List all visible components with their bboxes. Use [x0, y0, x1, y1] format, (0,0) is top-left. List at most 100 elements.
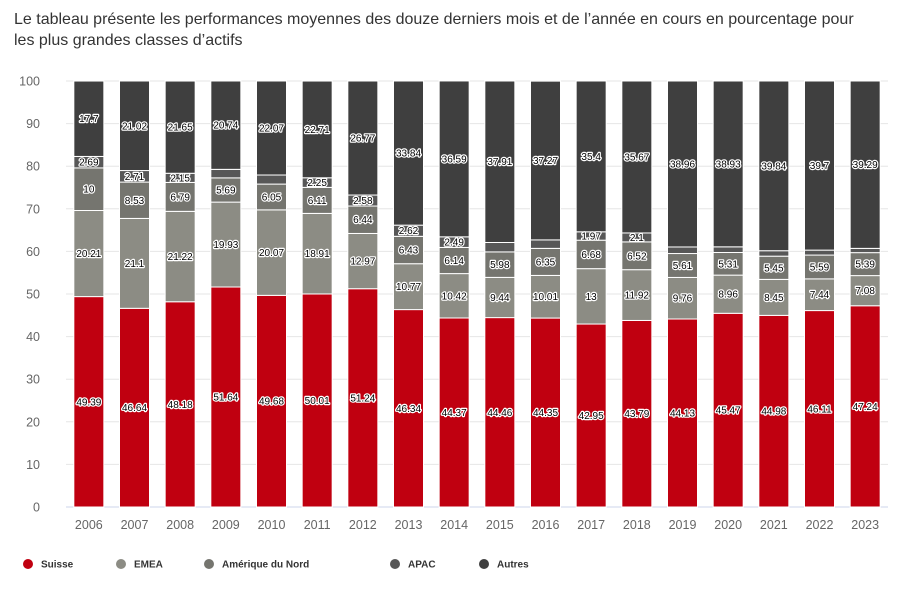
data-label: 2.58 [353, 196, 373, 207]
x-tick-label: 2009 [212, 518, 240, 532]
data-label: 38.96 [670, 159, 695, 170]
bar-segment [758, 278, 790, 316]
bar-segment [484, 241, 516, 253]
x-tick-label: 2016 [532, 518, 560, 532]
bar-segment [438, 273, 470, 319]
data-label: 20.74 [213, 121, 238, 132]
bar-segment [667, 246, 698, 255]
data-label: 20.07 [259, 248, 284, 259]
bar-segment [256, 80, 287, 176]
bar-segment [119, 307, 150, 508]
data-label: 46.64 [122, 403, 147, 414]
legend-label: Suisse [41, 560, 74, 571]
bar-segment [256, 174, 287, 185]
x-tick-label: 2020 [714, 518, 742, 532]
x-tick-label: 2019 [669, 518, 697, 532]
data-label: 48.18 [168, 400, 193, 411]
bar-segment [530, 274, 561, 319]
x-tick-label: 2011 [304, 518, 331, 532]
bar-segment [712, 80, 744, 248]
data-label: 1.97 [581, 232, 601, 243]
bar-segment [484, 251, 516, 278]
bar-segment [393, 263, 424, 311]
data-label: 22.71 [305, 125, 330, 136]
bar-segment [575, 80, 607, 233]
data-label: 7.44 [810, 290, 830, 301]
data-label: 5.45 [764, 263, 784, 274]
bar-segment [301, 80, 333, 179]
data-label: 42.95 [579, 411, 604, 422]
data-label: 21.65 [168, 123, 193, 134]
data-label: 26.77 [350, 134, 375, 145]
bar-segment [712, 312, 744, 508]
legend-label: EMEA [134, 560, 163, 571]
data-label: 6.79 [170, 192, 190, 203]
bar-segment [575, 268, 607, 325]
bar-segment [530, 239, 561, 249]
bar-segment [256, 183, 287, 211]
x-tick-label: 2010 [258, 518, 286, 532]
data-label: 10.77 [396, 282, 421, 293]
data-label: 5.61 [673, 261, 693, 272]
data-label: 35.4 [581, 152, 601, 163]
data-label: 2.62 [399, 226, 419, 237]
legend-label: Autres [497, 560, 529, 571]
legend-marker [479, 559, 489, 569]
data-label: 6.05 [262, 192, 282, 203]
data-label: 6.35 [536, 257, 556, 268]
bar-segment [712, 274, 744, 314]
data-label: 51.64 [213, 393, 238, 404]
bar-segment [438, 317, 470, 508]
data-label: 2.69 [79, 158, 99, 169]
data-label: 50.01 [305, 396, 330, 407]
data-label: 2.25 [307, 178, 327, 189]
x-tick-label: 2021 [760, 518, 788, 532]
legend-marker [390, 559, 400, 569]
data-label: 21.22 [168, 252, 193, 263]
data-label: 2.49 [444, 238, 464, 249]
bar-segment [530, 80, 561, 241]
bar-segment [119, 80, 150, 172]
y-tick-label: 100 [19, 75, 40, 89]
data-label: 6.14 [444, 256, 464, 267]
bar-segment [804, 80, 835, 251]
data-label: 6.68 [581, 250, 601, 261]
data-label: 21.1 [125, 259, 145, 270]
y-tick-label: 80 [26, 160, 40, 174]
data-label: 5.69 [216, 185, 236, 196]
data-label: 11.92 [625, 291, 650, 302]
x-tick-label: 2012 [349, 518, 377, 532]
data-label: 49.68 [259, 397, 284, 408]
x-tick-label: 2007 [121, 518, 149, 532]
bar-segment [73, 80, 105, 157]
data-label: 8.45 [764, 293, 784, 304]
data-label: 46.11 [807, 404, 832, 415]
data-label: 5.59 [810, 262, 830, 273]
bar-segment [210, 177, 242, 203]
data-label: 21.02 [122, 121, 147, 132]
bar-segment [712, 246, 744, 254]
bar-segment [347, 288, 379, 508]
data-label: 51.24 [350, 393, 375, 404]
data-label: 6.44 [353, 215, 373, 226]
data-label: 37.91 [487, 157, 512, 168]
bar-segment [484, 80, 516, 243]
data-label: 5.98 [490, 260, 510, 271]
data-label: 37.27 [533, 156, 558, 167]
data-label: 8.96 [718, 290, 738, 301]
bar-segment [530, 317, 561, 508]
y-tick-label: 90 [26, 117, 40, 131]
bar-segment [73, 296, 105, 508]
data-label: 44.37 [442, 408, 467, 419]
bar-segment [849, 275, 881, 307]
bar-segment [804, 310, 835, 508]
bar-segment [667, 276, 698, 320]
x-tick-label: 2015 [486, 518, 514, 532]
data-label: 39.7 [810, 161, 830, 172]
data-label: 47.24 [853, 402, 878, 413]
y-tick-label: 10 [26, 458, 40, 472]
data-label: 10.01 [533, 292, 558, 303]
data-label: 2.1 [630, 233, 644, 244]
legend-label: Amérique du Nord [222, 560, 309, 571]
